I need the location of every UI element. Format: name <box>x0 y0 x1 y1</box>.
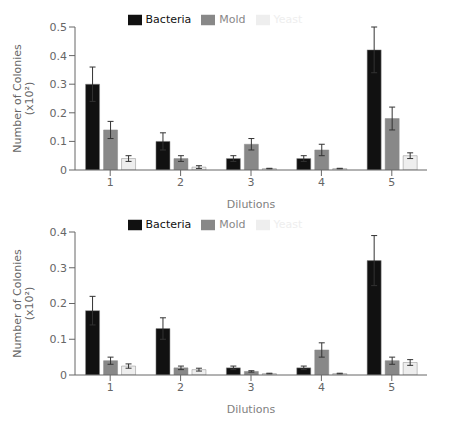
svg-text:3: 3 <box>248 381 255 394</box>
svg-text:Dilutions: Dilutions <box>227 198 276 211</box>
svg-text:0.1: 0.1 <box>50 333 68 346</box>
html-text:Yeast: Yeast <box>273 218 303 231</box>
svg-text:2: 2 <box>177 381 184 394</box>
svg-text:0.2: 0.2 <box>50 107 68 120</box>
svg-text:0.3: 0.3 <box>50 262 68 275</box>
svg-text:0.5: 0.5 <box>50 21 68 34</box>
html-text:Yeast: Yeast <box>273 13 303 26</box>
svg-text:Dilutions: Dilutions <box>227 403 276 416</box>
svg-text:0: 0 <box>60 164 67 177</box>
html-text:Bacteria: Bacteria <box>145 13 192 26</box>
html-text:Mold: Mold <box>219 13 246 26</box>
html-text:Mold: Mold <box>219 218 246 231</box>
svg-text:0: 0 <box>60 369 67 382</box>
svg-text:Number of Colonies(x10²): Number of Colonies(x10²) <box>11 44 36 153</box>
svg-text:4: 4 <box>318 381 325 394</box>
svg-text:5: 5 <box>388 381 395 394</box>
svg-text:0.4: 0.4 <box>50 50 68 63</box>
svg-text:1: 1 <box>107 381 114 394</box>
svg-text:4: 4 <box>318 176 325 189</box>
svg-text:3: 3 <box>248 176 255 189</box>
svg-text:Number of Colonies(x10²): Number of Colonies(x10²) <box>11 249 36 358</box>
svg-text:2: 2 <box>177 176 184 189</box>
html-text:Bacteria: Bacteria <box>145 218 192 231</box>
svg-text:0.1: 0.1 <box>50 135 68 148</box>
svg-text:0.2: 0.2 <box>50 297 68 310</box>
svg-text:5: 5 <box>388 176 395 189</box>
svg-text:0.4: 0.4 <box>50 226 68 239</box>
svg-text:0.3: 0.3 <box>50 78 68 91</box>
svg-text:1: 1 <box>107 176 114 189</box>
